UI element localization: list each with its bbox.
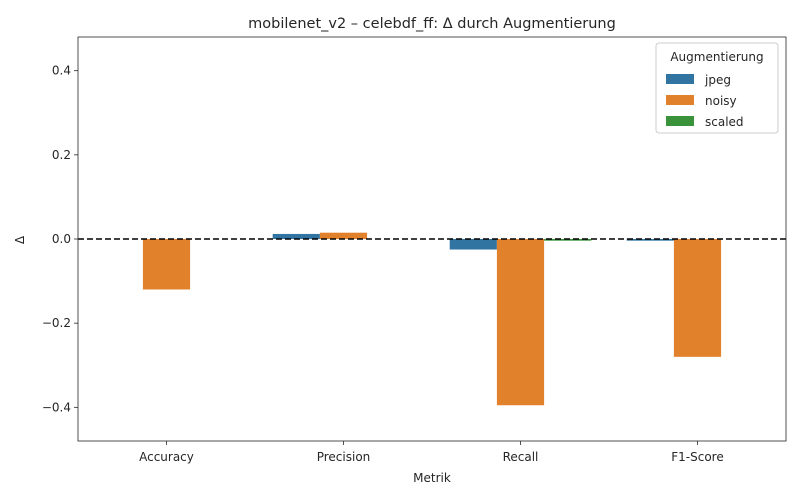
plot-area: −0.4 −0.2 0.0 0.2 0.4 Accuracy Precision Recall… [42, 36, 787, 464]
legend-label-noisy: noisy [705, 94, 737, 108]
x-axis-label: Metrik [413, 471, 451, 485]
bar-noisy-precision [319, 232, 368, 239]
y-axis-label: Δ [13, 235, 27, 244]
y-tick-label: −0.4 [42, 400, 71, 414]
y-tick-label: 0.4 [52, 64, 71, 78]
legend-label-scaled: scaled [705, 115, 744, 129]
x-tick-label: Recall [503, 450, 539, 464]
x-tick-label: Precision [317, 450, 371, 464]
bar-noisy-recall [496, 239, 545, 406]
y-tick-label: 0.2 [52, 148, 71, 162]
legend: Augmentierung jpeg noisy scaled [655, 42, 779, 134]
y-tick-label: 0.0 [52, 232, 71, 246]
legend-label-jpeg: jpeg [704, 73, 731, 87]
bar-scaled-recall [544, 239, 592, 241]
plot-frame [77, 36, 787, 442]
bar-jpeg-f1-score [626, 239, 674, 241]
legend-swatch-scaled [666, 116, 694, 126]
x-tick-label: Accuracy [139, 450, 194, 464]
legend-swatch-jpeg [666, 74, 694, 84]
bar-noisy-accuracy [142, 239, 191, 290]
chart-title: mobilenet_v2 – celebdf_ff: Δ durch Augme… [248, 16, 616, 32]
bar-jpeg-recall [449, 239, 497, 250]
y-tick-label: −0.2 [42, 316, 71, 330]
bar-jpeg-precision [272, 233, 320, 239]
legend-title: Augmentierung [670, 50, 763, 64]
legend-swatch-noisy [666, 95, 694, 105]
legend-box [655, 42, 779, 134]
bar-noisy-f1-score [673, 239, 722, 357]
x-tick-label: F1-Score [671, 450, 723, 464]
